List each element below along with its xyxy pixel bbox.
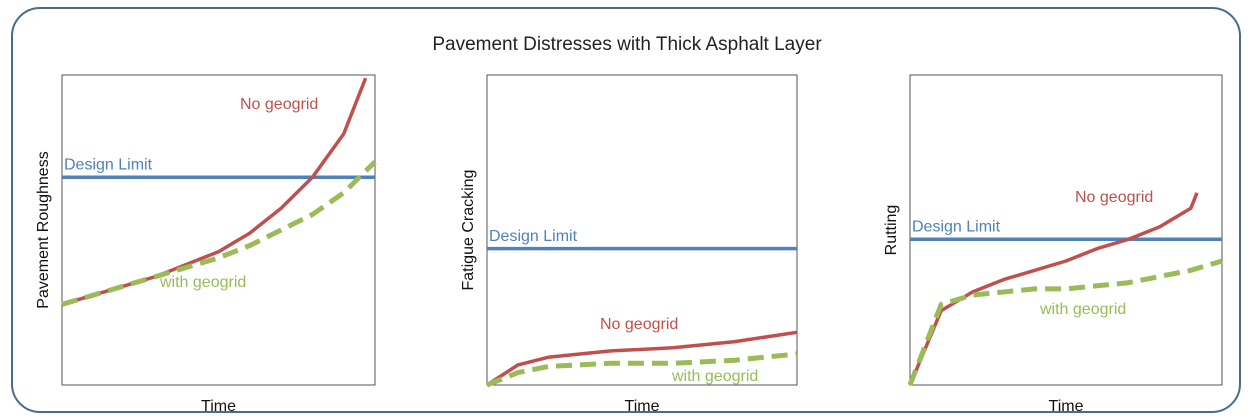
y-axis-label: Pavement Roughness	[35, 151, 52, 308]
plot-area	[486, 74, 798, 386]
design-limit-label: Design Limit	[489, 228, 578, 245]
series-line	[61, 160, 377, 307]
series-line	[907, 258, 1223, 386]
series-line	[486, 351, 798, 388]
figure-title: Pavement Distresses with Thick Asphalt L…	[432, 34, 822, 55]
y-axis-label: Fatigue Cracking	[460, 170, 477, 291]
y-axis-label: Rutting	[883, 205, 900, 256]
plot-area	[909, 74, 1223, 386]
series-label: with geogrid	[671, 368, 758, 385]
x-axis-label: Time	[625, 398, 660, 415]
x-axis-label: Time	[201, 398, 236, 415]
series-label: No geogrid	[1075, 189, 1153, 206]
series-label: with geogrid	[159, 274, 246, 291]
design-limit-label: Design Limit	[64, 157, 153, 174]
series-label: No geogrid	[240, 96, 318, 113]
series-label: with geogrid	[1039, 301, 1126, 318]
x-axis-label: Time	[1049, 398, 1084, 415]
series-line	[486, 330, 798, 387]
plot-area	[61, 74, 376, 386]
series-label: No geogrid	[600, 316, 678, 333]
design-limit-label: Design Limit	[912, 219, 1001, 236]
